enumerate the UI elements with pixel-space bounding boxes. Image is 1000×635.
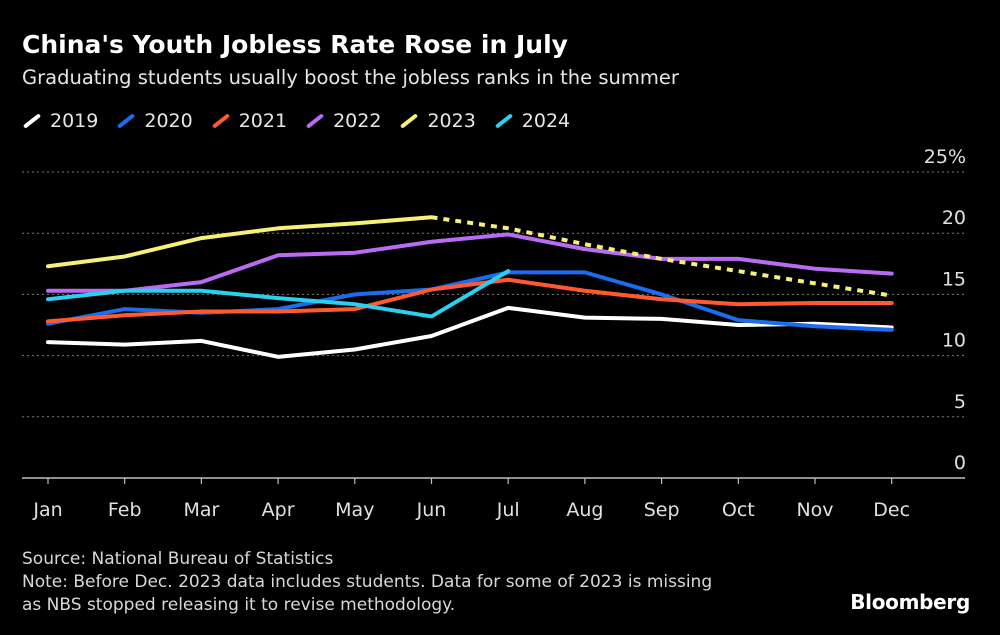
y-tick-label: 0 xyxy=(954,452,966,474)
x-tick-label: Jul xyxy=(496,499,520,521)
x-tick-label: Nov xyxy=(796,499,833,521)
legend-label: 2019 xyxy=(50,110,99,132)
series-line-2022 xyxy=(46,232,894,293)
line-chart: 0 5 10 15 20 25% Jan Feb Mar Apr May Jun Jul Aug Sep Oc… xyxy=(22,146,966,521)
legend-item-2022: 2022 xyxy=(305,110,381,132)
legend-label: 2020 xyxy=(144,110,193,132)
legend-item-2019: 2019 xyxy=(22,110,98,132)
x-tick-label: Mar xyxy=(183,499,219,521)
legend: 2019 2020 2021 2022 2023 2024 xyxy=(22,110,570,132)
chart-title: China's Youth Jobless Rate Rose in July xyxy=(22,30,568,59)
series-line-2019 xyxy=(46,305,894,359)
legend-item-2021: 2021 xyxy=(211,110,287,132)
legend-label: 2024 xyxy=(521,110,571,132)
y-tick-label: 20 xyxy=(942,207,966,229)
legend-label: 2023 xyxy=(427,110,476,132)
footer-notes: Source: National Bureau of Statistics No… xyxy=(22,548,712,617)
bloomberg-logo: Bloomberg xyxy=(850,590,970,614)
y-tick-label: 25% xyxy=(924,146,966,168)
x-tick-label: Dec xyxy=(873,499,910,521)
x-tick-label: Oct xyxy=(722,499,755,521)
series-line-2024 xyxy=(46,269,511,319)
x-tick-label: Feb xyxy=(108,499,142,521)
chart-subtitle: Graduating students usually boost the jo… xyxy=(22,66,679,89)
series-line-2021 xyxy=(46,277,894,324)
legend-item-2020: 2020 xyxy=(116,110,193,132)
note-text-line-1: Note: Before Dec. 2023 data includes stu… xyxy=(22,572,713,592)
x-tick-label: Apr xyxy=(262,499,295,521)
x-tick-label: May xyxy=(335,499,374,521)
legend-item-2024: 2024 xyxy=(494,110,570,132)
x-tick-label: Jan xyxy=(32,499,62,521)
series-line-2023-missing xyxy=(431,215,893,298)
y-tick-label: 5 xyxy=(954,391,966,413)
legend-item-2023: 2023 xyxy=(399,110,476,132)
y-tick-label: 15 xyxy=(942,268,966,290)
x-tick-label: Jun xyxy=(416,499,447,521)
source-text: Source: National Bureau of Statistics xyxy=(22,549,334,569)
legend-label: 2021 xyxy=(238,110,288,132)
series-line-2023 xyxy=(46,215,434,269)
x-tick-label: Sep xyxy=(644,499,680,521)
x-tick-label: Aug xyxy=(566,499,603,521)
y-tick-label: 10 xyxy=(942,330,966,352)
note-text-line-2: as NBS stopped releasing it to revise me… xyxy=(22,595,456,615)
legend-label: 2022 xyxy=(333,110,382,132)
